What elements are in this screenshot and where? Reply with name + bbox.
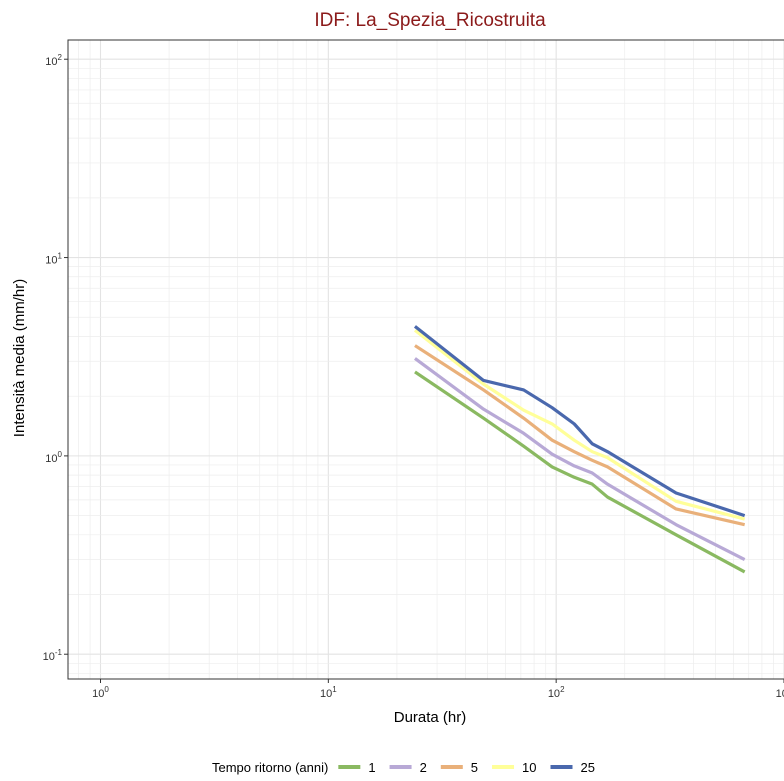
legend-label-2: 2 bbox=[420, 760, 427, 775]
series-line-10 bbox=[413, 328, 746, 521]
legend-label-10: 10 bbox=[522, 760, 536, 775]
x-axis-label: Durata (hr) bbox=[394, 709, 467, 726]
x-tick-label: 101 bbox=[320, 685, 337, 700]
y-tick-label: 100 bbox=[45, 450, 62, 465]
legend-label-5: 5 bbox=[471, 760, 478, 775]
x-tick-label: 100 bbox=[92, 685, 109, 700]
legend-title: Tempo ritorno (anni) bbox=[212, 760, 328, 775]
y-tick-label: 101 bbox=[45, 252, 62, 267]
legend-label-25: 25 bbox=[581, 760, 595, 775]
chart-title: IDF: La_Spezia_Ricostruita bbox=[314, 10, 546, 31]
y-tick-label: 10-1 bbox=[43, 648, 63, 663]
x-tick-label: 102 bbox=[548, 685, 565, 700]
series-line-1 bbox=[414, 370, 746, 574]
legend: Tempo ritorno (anni) 1 2 5 10 25 bbox=[212, 760, 595, 775]
y-tick-label: 102 bbox=[45, 53, 62, 68]
series-line-5 bbox=[414, 344, 746, 527]
plot-panel-background bbox=[68, 40, 784, 679]
y-axis-label: Intensità media (mm/hr) bbox=[11, 279, 28, 437]
x-axis-ticks: 100 101 102 103 bbox=[92, 679, 784, 700]
series-line-25 bbox=[413, 325, 746, 518]
legend-label-1: 1 bbox=[368, 760, 375, 775]
series-lines bbox=[413, 325, 746, 574]
grid bbox=[68, 40, 784, 679]
plot-panel-border bbox=[67, 39, 784, 680]
series-line-2 bbox=[414, 357, 746, 562]
y-axis-ticks: 10-1 100 101 102 bbox=[43, 53, 68, 663]
x-tick-label: 103 bbox=[776, 685, 784, 700]
